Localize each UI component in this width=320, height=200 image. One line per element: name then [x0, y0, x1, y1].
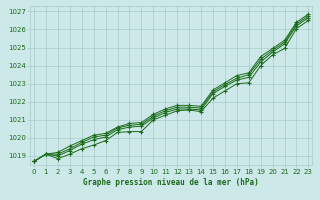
X-axis label: Graphe pression niveau de la mer (hPa): Graphe pression niveau de la mer (hPa): [83, 178, 259, 187]
